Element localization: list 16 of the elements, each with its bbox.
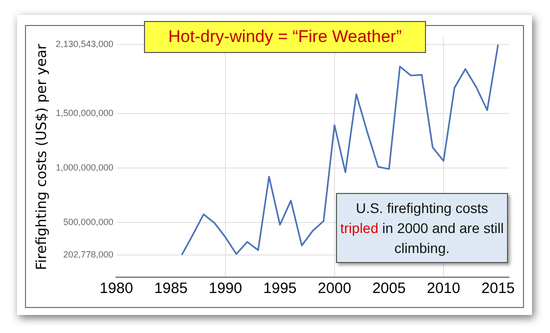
x-tick-label: 1990 bbox=[208, 280, 242, 298]
x-tick-label: 2000 bbox=[318, 280, 352, 298]
x-tick-label: 1980 bbox=[100, 280, 134, 298]
x-tick-label: 2010 bbox=[426, 280, 460, 298]
x-tick-label: 1985 bbox=[154, 280, 188, 298]
y-axis-title: Firefighting costs (US$) per year bbox=[34, 44, 50, 270]
text: U.S. firefighting costs tripled in 2000 and are still climbing. bbox=[340, 200, 504, 256]
chart-title: Hot-dry-windy = “Fire Weather” bbox=[144, 21, 426, 53]
y-tick-label: 202,778,000 bbox=[63, 249, 114, 260]
x-tick-label: 1995 bbox=[263, 280, 297, 298]
x-tick-label: 2015 bbox=[481, 280, 515, 298]
y-tick-label: 500,000,000 bbox=[63, 216, 114, 227]
y-tick-label: 1,000,000,000 bbox=[56, 162, 114, 172]
y-tick-label: 1,500,000,000 bbox=[56, 108, 114, 118]
x-tick-label: 2005 bbox=[372, 280, 406, 298]
y-tick-label: 2,130,543,000 bbox=[56, 39, 114, 50]
